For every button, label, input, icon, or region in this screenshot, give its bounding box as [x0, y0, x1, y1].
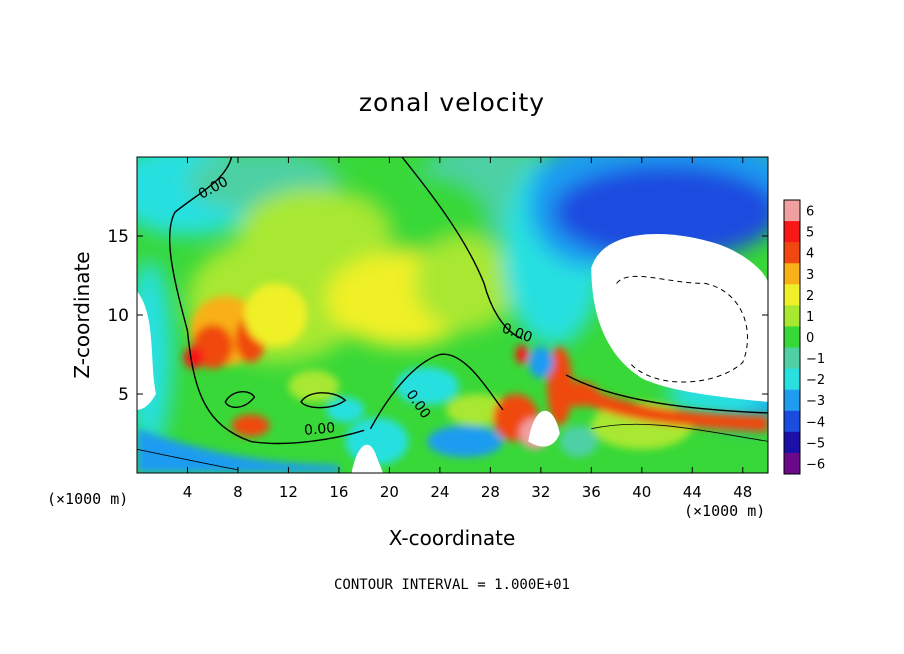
y-tick-label: 10 — [107, 306, 129, 326]
colorbar-segment — [784, 263, 800, 285]
colorbar-segment — [784, 200, 800, 222]
colorbar-segment — [784, 305, 800, 327]
colorbar-segment — [784, 326, 800, 349]
zero-contour-upper — [401, 157, 523, 340]
colorbar-tick-label: 5 — [806, 226, 814, 241]
colorbar-segment — [784, 431, 800, 454]
colorbar-tick-label: 3 — [806, 268, 814, 283]
colorbar-segment — [784, 284, 800, 306]
colorbar-tick-label: 2 — [806, 289, 814, 304]
x-tick-label: 24 — [430, 483, 449, 501]
thin-contour — [591, 423, 768, 442]
field-blob — [553, 164, 768, 260]
field-spot — [515, 345, 529, 364]
x-tick-label: 20 — [380, 483, 399, 501]
field-spot — [183, 346, 204, 369]
x-tick-label: 12 — [279, 483, 298, 501]
contour-interval-note: CONTOUR INTERVAL = 1.000E+01 — [333, 577, 570, 593]
thin-contour — [137, 448, 239, 471]
x-axis-label: X-coordinate — [388, 526, 516, 550]
colorbar-segment — [784, 347, 800, 370]
x-axis: 4 8 12 16 20 24 28 32 36 40 44 48 — [183, 157, 752, 501]
field-spot — [231, 414, 270, 437]
colorbar-tick-label: −1 — [806, 352, 825, 367]
colorbar-segment — [784, 221, 800, 243]
x-tick-label: 32 — [531, 483, 550, 501]
colorbar-segment — [784, 410, 800, 433]
colorbar-frame — [783, 199, 801, 475]
colorbar-tick-label: 6 — [806, 205, 814, 220]
field-spot — [547, 346, 573, 426]
field-spot — [528, 346, 554, 379]
field-spot — [288, 370, 339, 402]
colorbar-tick-label: 4 — [806, 247, 814, 262]
colorbar-segment — [784, 242, 800, 264]
field-spot — [244, 283, 308, 347]
x-tick-label: 40 — [632, 483, 651, 501]
colorbar-tick-label: −4 — [806, 415, 825, 430]
colorbar-tick-label: 1 — [806, 310, 814, 325]
closed-contour — [300, 392, 347, 409]
bottom-band-right — [553, 370, 768, 432]
zero-contour-right — [565, 374, 768, 414]
colorbar-tick-label: −5 — [806, 436, 825, 451]
y-axis: 5 10 15 — [107, 227, 768, 405]
masked-region-spot — [528, 410, 560, 447]
x-tick-label: 28 — [481, 483, 500, 501]
colorbar-tick-label: −6 — [806, 457, 825, 472]
contour-label: 0.00 — [303, 420, 335, 439]
zero-contour-left — [169, 157, 365, 445]
x-unit-label-right: (×1000 m) — [684, 502, 766, 520]
colorbar-segment — [784, 368, 800, 391]
y-tick-label: 15 — [107, 227, 129, 247]
x-tick-label: 16 — [329, 483, 348, 501]
closed-contour — [224, 391, 256, 408]
bottom-band-left — [137, 428, 339, 473]
velocity-field — [137, 157, 768, 473]
x-tick-label: 44 — [683, 483, 702, 501]
chart-title: zonal velocity — [358, 88, 546, 117]
colorbar-tick-label: −2 — [806, 373, 825, 388]
x-tick-label: 4 — [183, 483, 193, 501]
colorbar-tick-label: 0 — [806, 331, 814, 346]
x-tick-label: 48 — [733, 483, 752, 501]
colorbar-segment — [784, 452, 800, 475]
masked-region-left — [137, 291, 156, 410]
x-tick-label: 36 — [582, 483, 601, 501]
colorbar-tick-label: −3 — [806, 394, 825, 409]
colorbar-segment — [784, 389, 800, 412]
field-spot — [427, 425, 503, 458]
field-spot — [559, 425, 598, 458]
x-unit-label-left: (×1000 m) — [47, 490, 129, 508]
masked-region-bottom — [351, 444, 384, 473]
zero-contour-mid — [369, 353, 504, 430]
field-spot — [395, 367, 459, 406]
field-detail-layer — [137, 283, 768, 473]
contour-lines — [137, 157, 768, 471]
colorbar: 6 5 4 3 2 1 0 −1 −2 −3 −4 −5 −6 — [783, 199, 825, 475]
y-tick-label: 5 — [118, 385, 129, 405]
field-blob — [414, 236, 516, 331]
field-spot — [326, 397, 365, 423]
x-tick-label: 8 — [233, 483, 243, 501]
